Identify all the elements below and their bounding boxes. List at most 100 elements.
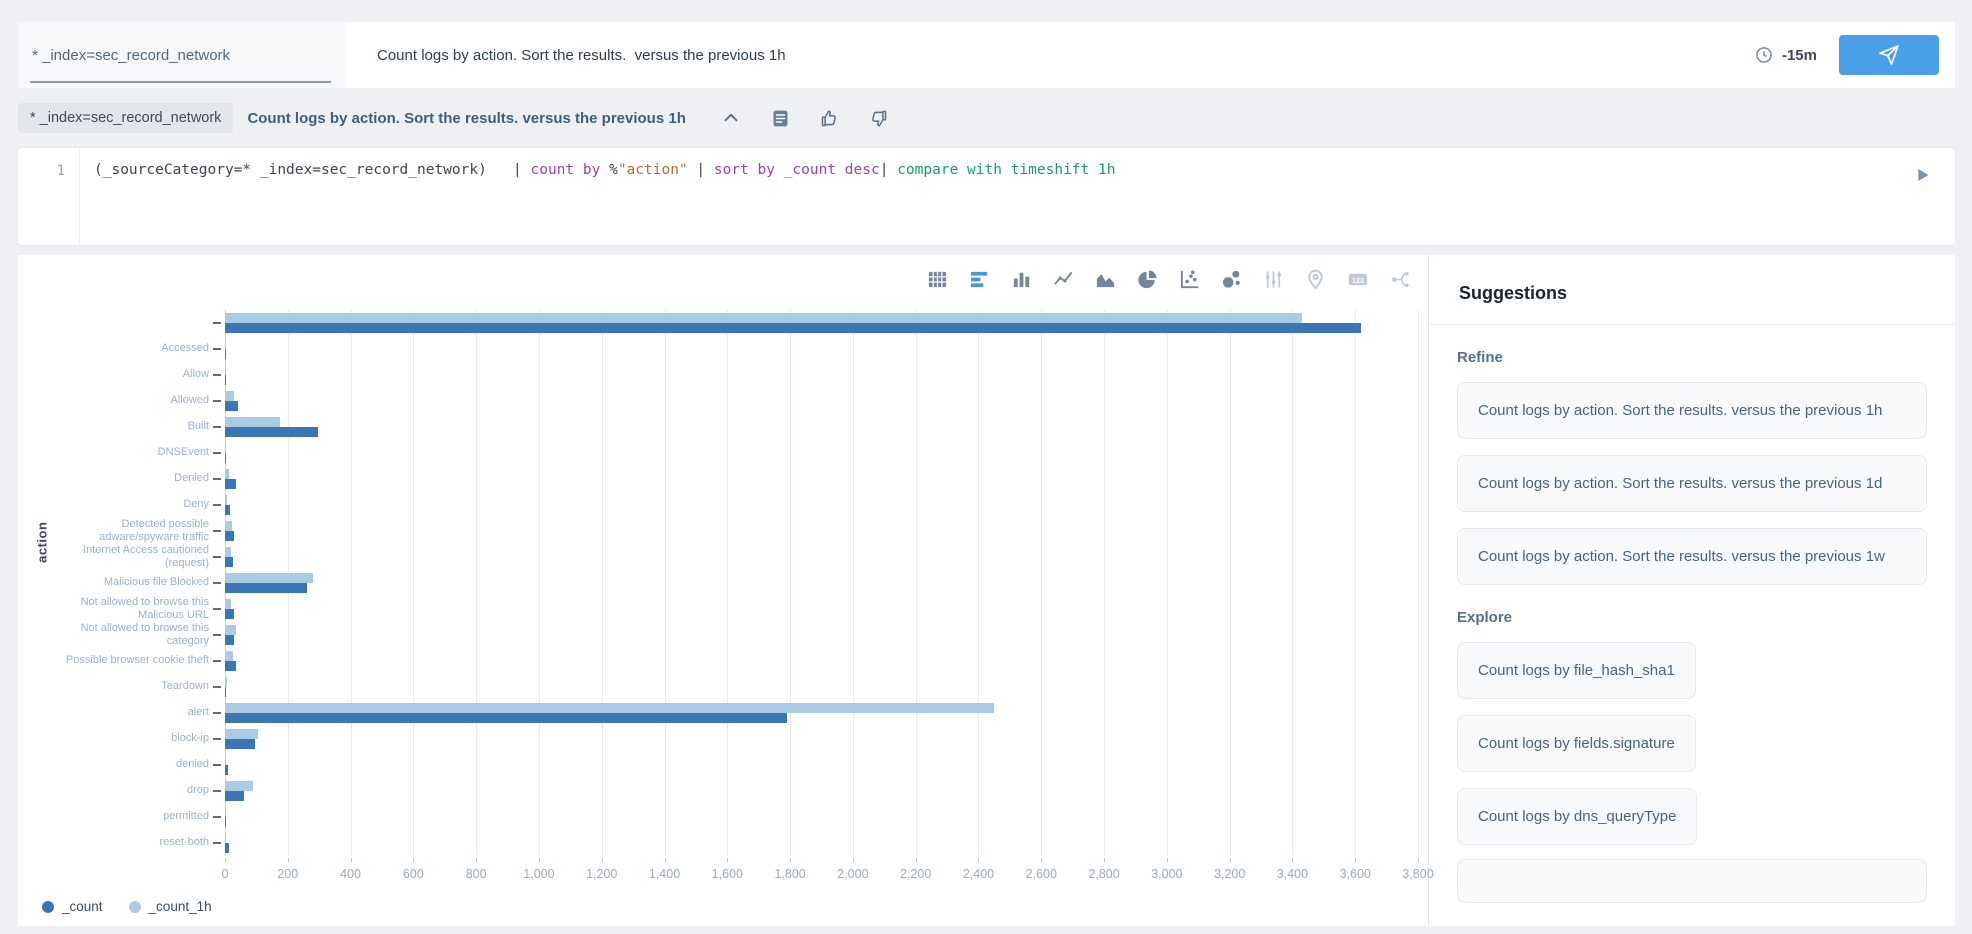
line-chart-icon[interactable] — [1052, 268, 1075, 291]
chart-row: Not allowed to browse this Malicious URL — [40, 596, 1418, 622]
column-chart-icon[interactable] — [1010, 268, 1033, 291]
legend-dot — [42, 900, 54, 913]
map-pin-icon[interactable] — [1304, 268, 1327, 291]
x-tick-label: 2,800 — [1088, 867, 1120, 881]
category-label: block-ip — [171, 732, 209, 745]
suggestion-card[interactable]: Count logs by action. Sort the results. … — [1457, 528, 1927, 585]
x-tick-label: 1,600 — [711, 867, 743, 881]
chart-row: Denied — [40, 466, 1418, 492]
bar-group — [213, 362, 1418, 388]
category-label: reset-both — [159, 836, 209, 849]
suggestion-card[interactable]: Count logs by action. Sort the results. … — [1457, 455, 1927, 512]
gridline — [978, 310, 980, 856]
chart-row — [40, 310, 1418, 336]
suggestion-card[interactable]: Count logs by dns_queryType — [1457, 788, 1698, 845]
send-icon — [1877, 43, 1901, 67]
time-range-control[interactable]: -15m — [1754, 45, 1817, 65]
bar-_count — [225, 375, 226, 385]
x-tick-mark — [287, 858, 289, 863]
chart-pane: 123 action Accessed Allow Allowed Built DNSE… — [18, 255, 1434, 926]
scope-input[interactable]: * _index=sec_record_network — [18, 22, 345, 88]
code-token: count by — [530, 162, 610, 178]
gridline — [727, 310, 729, 856]
chart-row: Not allowed to browse this category — [40, 622, 1418, 648]
x-tick-label: 1,000 — [523, 867, 555, 881]
query-value: Count logs by action. Sort the results. … — [377, 46, 786, 64]
scope-chip[interactable]: * _index=sec_record_network — [18, 103, 234, 133]
bar-group — [213, 648, 1418, 674]
scatter-plot-icon[interactable] — [1178, 268, 1201, 291]
chart-row: Detected possible adware/spyware traffic — [40, 518, 1418, 544]
area-chart-icon[interactable] — [1094, 268, 1117, 291]
suggestion-card[interactable]: Count logs by action. Sort the results. … — [1457, 382, 1927, 439]
category-label: drop — [186, 784, 209, 797]
x-tick-mark — [1292, 858, 1294, 863]
table-icon[interactable] — [926, 268, 949, 291]
x-tick-label: 3,000 — [1151, 867, 1183, 881]
bar-_count — [225, 765, 229, 775]
bar-group — [213, 596, 1418, 622]
code-token: "action" — [617, 162, 688, 178]
chart-row: reset-both — [40, 830, 1418, 856]
time-range-label: -15m — [1781, 46, 1817, 64]
gridline — [601, 310, 603, 856]
chart-row: Deny — [40, 492, 1418, 518]
send-query-button[interactable] — [1839, 35, 1939, 75]
sliders-icon[interactable] — [1262, 268, 1285, 291]
legend-item-_count[interactable]: _count — [42, 899, 103, 914]
bar-_count_1h — [225, 703, 995, 713]
bar-group — [213, 830, 1418, 856]
chart-row: Teardown — [40, 674, 1418, 700]
pie-chart-icon[interactable] — [1136, 268, 1159, 291]
x-tick-mark — [978, 858, 980, 863]
bar-_count — [225, 791, 244, 801]
bar-_count_1h — [225, 651, 234, 661]
bar-group — [213, 492, 1418, 518]
gridline — [852, 310, 854, 856]
bar-chart-icon[interactable] — [968, 268, 991, 291]
gridline — [476, 310, 478, 856]
query-code-editor[interactable]: 1 (_sourceCategory=* _index=sec_record_n… — [18, 148, 1955, 245]
gridline — [538, 310, 540, 856]
bubble-chart-icon[interactable] — [1220, 268, 1243, 291]
bar-group — [213, 440, 1418, 466]
single-value-icon[interactable]: 123 — [1346, 268, 1370, 291]
play-icon[interactable] — [1911, 164, 1933, 186]
x-tick-mark — [1166, 858, 1168, 863]
bar-_count — [225, 401, 239, 411]
x-tick-label: 1,200 — [586, 867, 618, 881]
bar-_count_1h — [225, 625, 236, 635]
x-tick-label: 400 — [340, 867, 362, 881]
suggestion-card[interactable]: Count logs by fields.signature — [1457, 715, 1696, 772]
thumbs-down-icon[interactable] — [868, 108, 889, 129]
x-tick-mark — [915, 858, 917, 863]
category-label: Deny — [183, 498, 209, 511]
legend-item-_count_1h[interactable]: _count_1h — [128, 899, 212, 914]
bar-group — [213, 778, 1418, 804]
query-code-line[interactable]: (_sourceCategory=* _index=sec_record_net… — [80, 148, 1955, 245]
x-tick-label: 2,400 — [962, 867, 995, 881]
line-number: 1 — [18, 148, 80, 245]
bar-_count_1h — [225, 807, 226, 817]
x-axis: 0 200 400 600 800 1,000 1,200 1,400 1,600 1,800 2,… — [222, 858, 1434, 888]
chevron-up-icon[interactable] — [720, 107, 742, 129]
x-tick-mark — [225, 858, 226, 863]
suggestion-card-partial[interactable] — [1457, 859, 1927, 903]
flow-diagram-icon[interactable] — [1389, 268, 1412, 291]
legend-label: _count_1h — [148, 899, 212, 914]
x-tick-mark — [852, 858, 854, 863]
chart-row: denied — [40, 752, 1418, 778]
natural-language-query-input[interactable]: Count logs by action. Sort the results. … — [345, 22, 1754, 88]
bar-_count_1h — [225, 755, 226, 765]
bar-_count — [225, 323, 1362, 333]
x-tick-mark — [350, 858, 352, 863]
suggestion-card[interactable]: Count logs by file_hash_sha1 — [1457, 642, 1696, 699]
bar-_count_1h — [225, 573, 313, 583]
category-label: Allow — [182, 368, 209, 381]
query-topbar: * _index=sec_record_network Count logs b… — [18, 22, 1955, 88]
query-history-row: * _index=sec_record_network Count logs b… — [18, 100, 889, 136]
bar-group — [213, 336, 1418, 362]
thumbs-up-icon[interactable] — [819, 108, 840, 129]
code-token: compare with timeshift 1h — [897, 162, 1116, 178]
summary-icon[interactable] — [770, 108, 791, 129]
